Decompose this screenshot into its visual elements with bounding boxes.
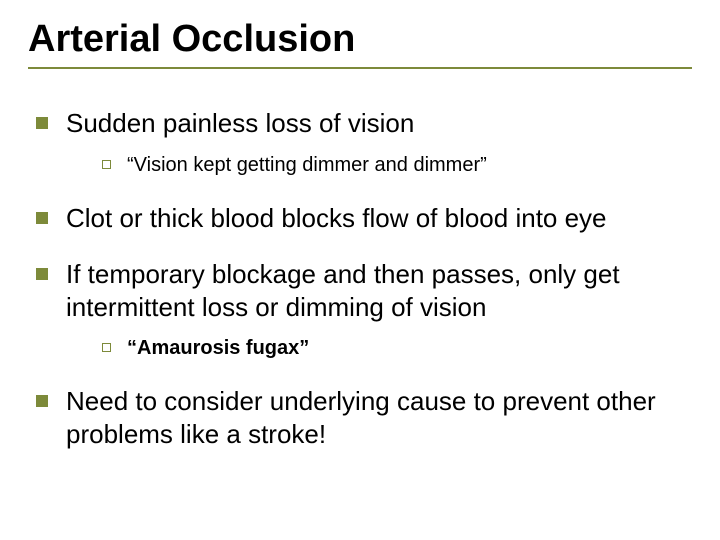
square-bullet-icon xyxy=(36,117,48,129)
slide-container: Arterial Occlusion Sudden painless loss … xyxy=(0,0,720,540)
list-item: Need to consider underlying cause to pre… xyxy=(36,385,692,450)
sub-bullet-text: “Vision kept getting dimmer and dimmer” xyxy=(127,152,487,178)
sub-list: “Amaurosis fugax” xyxy=(36,335,692,361)
bullet-list: Sudden painless loss of vision “Vision k… xyxy=(28,107,692,450)
bullet-text: If temporary blockage and then passes, o… xyxy=(66,258,692,323)
bullet-text: Need to consider underlying cause to pre… xyxy=(66,385,692,450)
sub-bullet-text: “Amaurosis fugax” xyxy=(127,335,309,361)
list-item: Clot or thick blood blocks flow of blood… xyxy=(36,202,692,235)
list-item: If temporary blockage and then passes, o… xyxy=(36,258,692,323)
square-bullet-icon xyxy=(36,395,48,407)
sub-list: “Vision kept getting dimmer and dimmer” xyxy=(36,152,692,178)
square-bullet-icon xyxy=(36,268,48,280)
bullet-text: Sudden painless loss of vision xyxy=(66,107,414,140)
hollow-square-bullet-icon xyxy=(102,160,111,169)
bullet-text: Clot or thick blood blocks flow of blood… xyxy=(66,202,607,235)
list-item: Sudden painless loss of vision xyxy=(36,107,692,140)
slide-title: Arterial Occlusion xyxy=(28,18,692,61)
square-bullet-icon xyxy=(36,212,48,224)
sub-list-item: “Vision kept getting dimmer and dimmer” xyxy=(102,152,692,178)
hollow-square-bullet-icon xyxy=(102,343,111,352)
sub-list-item: “Amaurosis fugax” xyxy=(102,335,692,361)
title-underline: Arterial Occlusion xyxy=(28,18,692,69)
